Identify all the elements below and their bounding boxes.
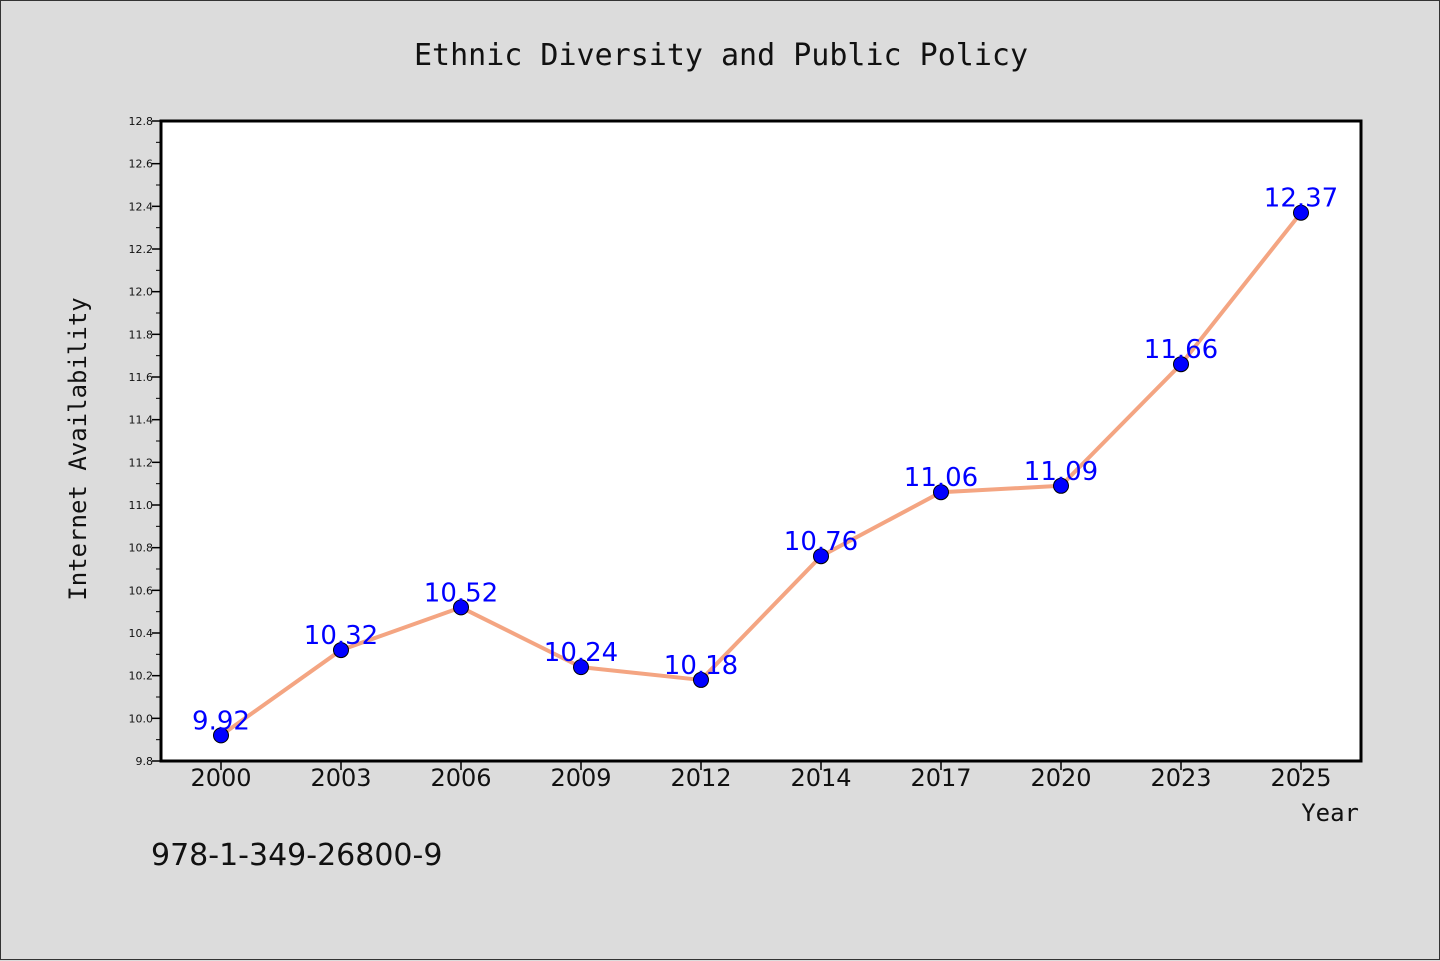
data-point (573, 659, 589, 676)
y-tick-label: 10.4 (129, 627, 154, 640)
plot-area (161, 121, 1361, 761)
y-tick-label: 12.0 (129, 286, 154, 299)
x-tick-label: 2009 (550, 764, 611, 792)
x-tick-label: 2020 (1030, 764, 1091, 792)
x-tick-label: 2012 (670, 764, 731, 792)
data-label: 9.92 (192, 706, 250, 736)
y-tick-label: 10.0 (129, 712, 154, 725)
data-label: 10.24 (544, 638, 618, 668)
y-tick-label: 11.4 (129, 414, 154, 427)
y-tick-label: 12.8 (129, 115, 154, 128)
data-point (693, 671, 709, 688)
data-point (1173, 356, 1189, 373)
y-axis: 9.8 10.0 10.2 10.4 10.6 10.8 11.0 11.2 11.4 11.6 1… (129, 115, 161, 768)
y-tick-label: 11.0 (129, 499, 154, 512)
data-point (1293, 204, 1309, 221)
data-label: 10.76 (784, 527, 858, 557)
y-axis-label: Internet Availability (64, 297, 92, 600)
y-tick-label: 11.2 (129, 456, 154, 469)
data-point (933, 484, 949, 501)
y-tick-label: 12.6 (129, 158, 154, 171)
y-tick-label: 9.8 (136, 755, 154, 768)
x-tick-label: 2014 (790, 764, 851, 792)
data-point (333, 642, 349, 659)
data-label: 11.09 (1024, 457, 1098, 487)
data-markers (213, 204, 1309, 744)
data-point (213, 727, 229, 744)
series-line (219, 211, 1303, 738)
data-label: 11.06 (904, 463, 978, 493)
data-point (453, 599, 469, 616)
data-labels: 9.92 10.32 10.52 10.24 10.18 10.76 11.06 11.09 1… (192, 184, 1338, 737)
x-axis-label: Year (1301, 799, 1359, 827)
data-label: 10.32 (304, 621, 378, 651)
y-tick-label: 12.4 (129, 200, 154, 213)
x-tick-label: 2023 (1150, 764, 1211, 792)
x-tick-label: 2006 (430, 764, 491, 792)
x-tick-label: 2025 (1270, 764, 1331, 792)
y-tick-label: 10.8 (129, 542, 154, 555)
plot-border (159, 119, 1363, 763)
data-label: 12.37 (1264, 184, 1338, 214)
data-label: 10.52 (424, 578, 498, 608)
x-tick-label: 2000 (190, 764, 251, 792)
x-tick-label: 2017 (910, 764, 971, 792)
isbn-annotation: 978-1-349-26800-9 (151, 838, 442, 873)
chart-title: Ethnic Diversity and Public Policy (414, 38, 1028, 73)
data-point (1053, 477, 1069, 494)
y-tick-label: 11.8 (129, 328, 154, 341)
data-label: 10.18 (664, 651, 738, 681)
data-point (813, 548, 829, 565)
x-tick-label: 2003 (310, 764, 371, 792)
y-tick-label: 11.6 (129, 371, 154, 384)
data-label: 11.66 (1144, 335, 1218, 365)
y-tick-label: 12.2 (129, 243, 154, 256)
y-tick-label: 10.6 (129, 584, 154, 597)
x-axis: 2000 2003 2006 2009 2012 2014 2017 2020 2023 2025 (190, 761, 1332, 792)
y-tick-label: 10.2 (129, 670, 154, 683)
